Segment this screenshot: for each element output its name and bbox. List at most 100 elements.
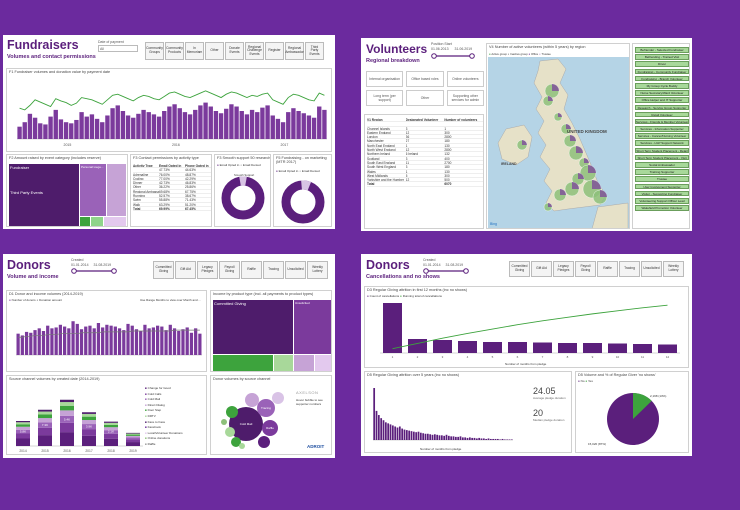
bar xyxy=(177,331,181,355)
role-button[interactable]: Online volunteers xyxy=(446,71,484,87)
filter-button[interactable]: Weekly Lottery xyxy=(663,261,684,277)
role-list-item[interactable]: Office Helper and IT Supporter xyxy=(635,97,689,103)
role-list-item[interactable]: Wakefield Promotion Volunteer xyxy=(635,205,689,211)
filter-button[interactable]: Unsolicited xyxy=(285,261,306,279)
data-label: 3.9K xyxy=(86,424,92,428)
role-button[interactable]: Supporting other services for admin xyxy=(446,90,484,106)
treemap-tile[interactable] xyxy=(294,355,314,371)
role-list-item[interactable]: My Group Cycle Buddy xyxy=(635,82,689,89)
bar xyxy=(67,328,71,355)
role-list-item[interactable]: Visitor - Supporting Fundraiser xyxy=(635,190,689,197)
treemap-tile[interactable] xyxy=(213,355,273,371)
bar xyxy=(177,108,182,139)
chart-canvas[interactable]: Cold Mail Tracing Raffle xyxy=(212,384,290,454)
table-cell: 180 xyxy=(444,165,450,169)
role-list-item[interactable]: Retail Volunteer xyxy=(635,111,689,118)
filter-button[interactable]: Third Party Events xyxy=(305,42,324,60)
date-to[interactable]: 31.08.2019 xyxy=(445,263,464,267)
role-list-item[interactable]: User Involvement Supporter xyxy=(635,183,689,190)
treemap-tile[interactable] xyxy=(274,355,293,371)
filter-button[interactable]: Legacy Pledges xyxy=(197,261,218,279)
role-list-item[interactable]: Research - Service Group Supporter xyxy=(635,104,689,111)
treemap-tile[interactable] xyxy=(80,217,90,226)
filter-button[interactable]: In Memoriam xyxy=(185,42,204,60)
role-list-item[interactable]: Driver xyxy=(635,61,689,67)
filter-button[interactable]: Raffle xyxy=(597,261,618,277)
filter-button[interactable]: Donate Events xyxy=(225,42,244,60)
date-range-slider[interactable] xyxy=(71,267,117,275)
filter-button[interactable]: Community Groups xyxy=(145,42,164,60)
x-tick-label: 2016 xyxy=(172,143,180,147)
role-list-item[interactable]: Trustee xyxy=(635,176,689,182)
role-list-item[interactable]: Services - Information Supporter xyxy=(635,126,689,132)
table-cell: 1 xyxy=(405,169,408,173)
stacked-segment xyxy=(38,422,52,428)
x-tick-label: 3 xyxy=(442,355,444,359)
x-tick-label: 2016 xyxy=(63,449,71,453)
role-button[interactable]: Office based roles xyxy=(406,71,444,87)
stacked-segment xyxy=(126,432,140,434)
role-list-item[interactable]: Befriender - Selected Fundraiser xyxy=(635,47,689,53)
filter-button[interactable]: Legacy Pledges xyxy=(553,261,574,277)
role-list-item[interactable]: Nurse Secretary/Ward Volunteer xyxy=(635,90,689,96)
role-list-item[interactable]: Social Ambassador xyxy=(635,162,689,168)
filter-button[interactable]: Committed Giving xyxy=(509,261,530,277)
role-list-item[interactable]: Services - Cancer/Nursing Volunteer xyxy=(635,133,689,139)
date-from[interactable]: 01.01.2014 xyxy=(423,263,441,267)
treemap-tile[interactable] xyxy=(315,355,331,371)
filter-button[interactable]: Register xyxy=(265,42,284,60)
filter-button[interactable]: Community Products xyxy=(165,42,184,60)
filter-button[interactable]: Regional Ambassador xyxy=(285,42,304,60)
role-list-item[interactable]: Training Supporter xyxy=(635,169,689,175)
date-range-slider[interactable] xyxy=(431,52,475,60)
role-list-item[interactable]: Fundraising - Branch Volunteer xyxy=(635,75,689,82)
treemap-tile[interactable] xyxy=(107,164,126,216)
filter-button[interactable]: Weekly Lottery xyxy=(307,261,328,279)
filter-button[interactable]: Gift Aid xyxy=(175,261,196,279)
date-from[interactable]: 01.01.2014 xyxy=(71,263,89,267)
role-list-item[interactable]: Befriending - Trained Visit xyxy=(635,54,689,60)
date-slicer[interactable]: Created 01.01.2014 31.08.2019 xyxy=(71,258,117,276)
filter-button[interactable]: Tracing xyxy=(619,261,640,277)
filter-button[interactable]: Payroll Giving xyxy=(219,261,240,279)
pie-slice xyxy=(633,393,652,419)
bar xyxy=(464,437,467,440)
filter-button[interactable]: Committed Giving xyxy=(153,261,174,279)
date-from[interactable]: 01.06.2013 xyxy=(431,47,449,51)
filter-button[interactable]: Other xyxy=(205,42,224,60)
date-slicer[interactable]: Created 01.01.2014 31.08.2019 xyxy=(423,258,469,276)
treemap-tile[interactable] xyxy=(91,217,103,226)
date-to[interactable]: 31.06.2019 xyxy=(454,47,473,51)
role-list-item[interactable]: Services - Friends & Member Volunteer xyxy=(635,118,689,125)
legend-label: Online donations xyxy=(147,436,171,441)
role-list-item[interactable]: Fundraising - Community Fundraiser xyxy=(635,68,689,75)
role-list-item[interactable]: Short Term Student Placement - Retail xyxy=(635,147,689,154)
date-range-slider[interactable] xyxy=(423,267,469,275)
map-canvas[interactable] xyxy=(488,57,630,229)
role-button[interactable]: Internal organisation xyxy=(366,71,404,87)
treemap-tile[interactable]: Fundraiser Third Party Events xyxy=(9,164,79,226)
date-slicer[interactable]: Date of payment All xyxy=(98,40,138,52)
pie-chart[interactable] xyxy=(577,383,689,453)
bar xyxy=(443,435,446,440)
table-cell: Regional Ambassador xyxy=(133,189,159,194)
role-button[interactable]: Other xyxy=(406,90,444,106)
filter-button[interactable]: Gift Aid xyxy=(531,261,552,277)
treemap-tile[interactable] xyxy=(104,217,126,226)
treemap-tile[interactable]: Committed Giving xyxy=(213,300,293,354)
treemap-tile[interactable]: Unsolicited xyxy=(294,300,331,354)
role-list-item[interactable]: Services - LGP Support Network xyxy=(635,140,689,147)
filter-button[interactable]: Unsolicited xyxy=(641,261,662,277)
date-to[interactable]: 31.08.2019 xyxy=(93,263,112,267)
role-button[interactable]: Long term (per support) xyxy=(366,90,404,106)
role-list-item[interactable]: Short Term Student Placement - Visit xyxy=(635,154,689,161)
role-list-item[interactable]: Volunteering Support Officer Lead xyxy=(635,197,689,204)
filter-button[interactable]: Tracing xyxy=(263,261,284,279)
treemap-tile[interactable]: Personal Liege... xyxy=(80,164,106,216)
filter-button[interactable]: Raffle xyxy=(241,261,262,279)
filter-button[interactable]: Payroll Giving xyxy=(575,261,596,277)
page-title: Fundraisers xyxy=(7,38,79,52)
date-slicer-value[interactable]: All xyxy=(98,45,138,52)
filter-button[interactable]: Regional Challenge Events xyxy=(245,42,264,60)
date-slicer[interactable]: Position Start 01.06.2013 31.06.2019 xyxy=(431,42,475,61)
